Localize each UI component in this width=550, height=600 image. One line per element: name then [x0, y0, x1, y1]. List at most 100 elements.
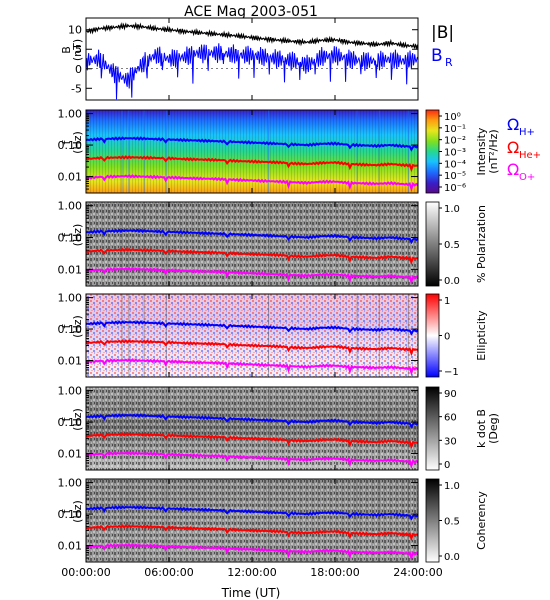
- panel-intensity-gyro-o: [85, 174, 419, 192]
- legend-gyro-he-subscript: He+: [519, 150, 541, 161]
- panel-polarization-gyro-h: [85, 228, 419, 245]
- panel-polarization-frame: [85, 201, 419, 287]
- b-ytick-label: 10: [68, 24, 82, 37]
- legend-gyro-h: Ω: [507, 115, 519, 134]
- colorbar-intensity-label: Intensity: [475, 127, 488, 175]
- legend-gyro-o: Ω: [507, 160, 519, 179]
- panel-k-dot-b-gyro-h: [85, 413, 419, 429]
- panel-2-ylabel-units: (Hz): [71, 224, 84, 247]
- panel-polarization-gyro-he: [85, 247, 418, 266]
- panel-polarization-texture: [86, 202, 418, 286]
- panel-2-ylabel: f: [60, 232, 73, 237]
- panel-k-dot-b-gyro-he: [85, 432, 418, 450]
- panel-coherency-frame: [85, 478, 419, 563]
- x-tick-label: 06:00:00: [144, 566, 193, 579]
- panel-intensity-frame: [85, 109, 419, 194]
- panel-4-ylabel: f: [60, 416, 73, 421]
- panel-k-dot-b-texture: [86, 387, 418, 470]
- panel-intensity-gyro-h: [85, 136, 419, 152]
- panel-0-ylabel-units: (nT): [71, 39, 84, 61]
- f-ytick-label: 0.10: [58, 323, 83, 336]
- colorbar-ellipticity-label: Ellipticity: [475, 310, 488, 361]
- panel-polarization-gyro-o: [85, 266, 419, 285]
- series-b-magnitude: [85, 21, 419, 50]
- f-ytick-label: 0.01: [58, 448, 83, 461]
- panel-3-ylabel: f: [60, 323, 73, 328]
- colorbar-intensity-tick-label: 10⁻²: [444, 136, 466, 147]
- colorbar-k-dot-b-label: k dot B: [475, 409, 488, 448]
- x-tick-label: 24:00:00: [393, 566, 442, 579]
- panel-ellipticity-frame: [85, 293, 419, 378]
- colorbar-k-dot-b-units: (Deg): [487, 413, 500, 444]
- series-b-r: [85, 43, 419, 100]
- f-ytick-label: 0.10: [58, 508, 83, 521]
- panel-1-ylabel: f: [60, 139, 73, 144]
- colorbar-coherency-label: Coherency: [475, 491, 488, 550]
- chart-title: ACE Mag 2003-051: [184, 4, 318, 20]
- colorbar-polarization-tick-label: 0.5: [444, 240, 460, 251]
- colorbar-ellipticity-tick-label: −1: [444, 367, 459, 378]
- b-ytick-label: 0: [75, 63, 82, 76]
- panel-1-ylabel-units: (Hz): [71, 131, 84, 154]
- colorbar-k-dot-b-tick-label: 30: [444, 436, 457, 447]
- colorbar-k-dot-b-tick-label: 60: [444, 413, 457, 424]
- f-ytick-label: 0.01: [58, 171, 83, 184]
- colorbar-coherency-tick-label: 0.5: [444, 517, 460, 528]
- b-ytick-label: -5: [71, 82, 82, 95]
- f-ytick-label: 1.00: [58, 477, 83, 490]
- panel-coherency-gyro-h: [85, 505, 419, 521]
- colorbar-intensity-tick-label: 10⁻³: [444, 148, 466, 159]
- panel-ellipticity-gyro-o: [85, 358, 419, 376]
- colorbar-coherency-tick-label: 0.0: [444, 552, 460, 563]
- panel-b-field-frame: [85, 17, 419, 101]
- colorbar-intensity-tick-label: 10⁻⁶: [444, 183, 466, 194]
- panel-ellipticity-gyro-he: [85, 339, 418, 357]
- f-ytick-label: 1.00: [58, 108, 83, 121]
- colorbar-intensity: [425, 109, 440, 194]
- panel-5-ylabel: f: [60, 508, 73, 513]
- x-tick-label: 00:00:00: [61, 566, 110, 579]
- panel-ellipticity-texture: [86, 294, 418, 377]
- panel-intensity-gyro-he: [85, 155, 418, 173]
- colorbar-k-dot-b-tick-label: 0: [444, 460, 450, 471]
- colorbar-ellipticity-tick-label: 0: [444, 332, 450, 343]
- panel-0-ylabel: B: [60, 46, 73, 54]
- x-axis-label: Time (UT): [221, 586, 281, 600]
- f-ytick-label: 0.10: [58, 139, 83, 152]
- legend-b-r: B: [431, 46, 443, 66]
- colorbar-intensity-tick-label: 10⁻¹: [444, 124, 466, 135]
- f-ytick-label: 0.10: [58, 416, 83, 429]
- f-ytick-label: 1.00: [58, 292, 83, 305]
- legend-gyro-he: Ω: [507, 138, 519, 157]
- colorbar-ellipticity: [425, 293, 440, 378]
- colorbar-coherency-tick-label: 1.0: [444, 481, 460, 492]
- f-ytick-label: 0.01: [58, 355, 83, 368]
- colorbar-polarization-tick-label: 1.0: [444, 204, 460, 215]
- legend-gyro-h-subscript: H+: [519, 127, 535, 138]
- colorbar-k-dot-b-tick-label: 90: [444, 389, 457, 400]
- f-ytick-label: 1.00: [58, 200, 83, 213]
- f-ytick-label: 0.01: [58, 540, 83, 553]
- panel-coherency-gyro-o: [85, 543, 419, 561]
- panel-coherency-gyro-he: [85, 524, 418, 542]
- b-ytick-label: 5: [75, 43, 82, 56]
- panel-k-dot-b-frame: [85, 386, 419, 471]
- panel-k-dot-b-gyro-o: [85, 451, 419, 469]
- panel-ellipticity-gyro-h: [85, 320, 419, 336]
- colorbar-intensity-tick-label: 10⁰: [444, 112, 461, 123]
- colorbar-polarization: [425, 201, 440, 287]
- colorbar-intensity-units: (nT²/Hz): [487, 129, 500, 173]
- f-ytick-label: 0.10: [58, 231, 83, 244]
- colorbar-k-dot-b: [425, 386, 440, 471]
- f-ytick-label: 0.01: [58, 263, 83, 276]
- colorbar-intensity-tick-label: 10⁻⁵: [444, 171, 466, 182]
- colorbar-coherency: [425, 478, 440, 563]
- colorbar-intensity-tick-label: 10⁻⁴: [444, 159, 466, 170]
- panel-3-ylabel-units: (Hz): [71, 315, 84, 338]
- legend-b-magnitude: |B|: [431, 23, 454, 43]
- panel-coherency-texture: [86, 479, 418, 562]
- panel-4-ylabel-units: (Hz): [71, 408, 84, 431]
- colorbar-polarization-label: % Polarization: [475, 205, 488, 283]
- colorbar-polarization-tick-label: 0.0: [444, 276, 460, 287]
- panel-5-ylabel-units: (Hz): [71, 500, 84, 523]
